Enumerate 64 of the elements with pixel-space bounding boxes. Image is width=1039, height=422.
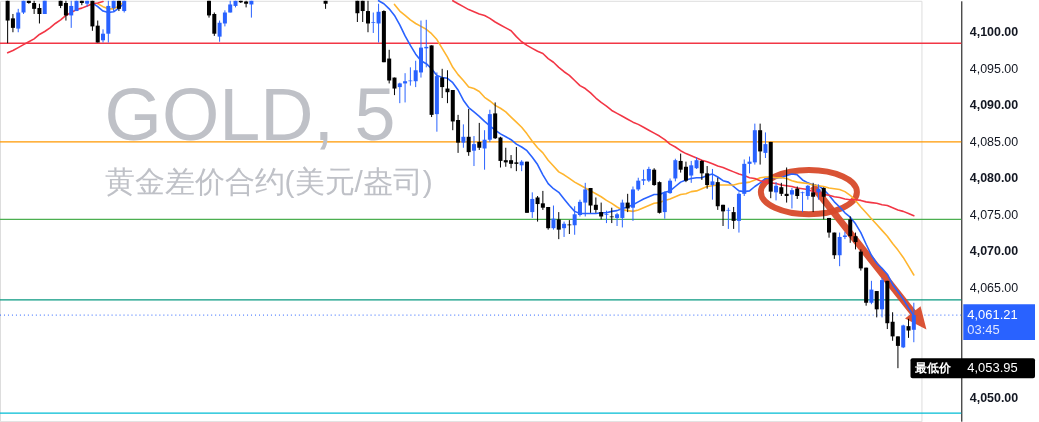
candlestick: [673, 158, 678, 182]
candlestick: [774, 181, 779, 201]
candlestick: [789, 187, 794, 209]
annotation: 最低价: [914, 361, 953, 376]
candlestick: [731, 206, 736, 230]
y-tick-label: 4,070.00: [969, 244, 1019, 259]
candlestick: [890, 311, 895, 342]
y-tick-label: 4,080.00: [969, 171, 1019, 186]
text: 黄金差价合约(美元/盎司): [104, 165, 433, 199]
candlestick: [705, 165, 710, 190]
candlestick: [858, 248, 863, 272]
candlestick: [376, 3, 381, 43]
candlestick: [869, 280, 874, 305]
candlestick: [498, 136, 503, 168]
y-tick-label: 4,095.00: [969, 61, 1019, 76]
candlestick: [477, 122, 482, 151]
candlestick: [32, 0, 37, 15]
candlestick: [408, 66, 413, 87]
text: GOLD, 5: [104, 73, 396, 157]
candlestick: [371, 12, 376, 34]
candlestick: [551, 205, 556, 231]
candlestick: [217, 20, 222, 43]
candlestick: [906, 318, 911, 339]
candlestick: [365, 0, 370, 33]
candlestick: [471, 135, 476, 167]
candlestick: [609, 207, 614, 224]
candlestick: [466, 108, 471, 157]
y-tick-label: 4,075.00: [969, 207, 1019, 222]
text: 03:45: [967, 322, 1000, 338]
candlestick: [604, 210, 609, 224]
y-tick-label: 4,100.00: [969, 25, 1019, 39]
candlestick: [16, 8, 21, 33]
text: 4,053.95: [967, 360, 1018, 376]
candlestick: [758, 123, 763, 166]
candlestick: [874, 290, 879, 318]
candlestick: [689, 160, 694, 184]
y-tick-label: 4,085.00: [969, 134, 1019, 149]
candlestick: [556, 211, 561, 240]
candlestick: [482, 129, 487, 171]
candlestick: [683, 161, 688, 183]
candlestick: [895, 335, 900, 369]
y-tick-label: 4,065.00: [969, 280, 1019, 295]
candlestick: [63, 0, 68, 22]
candlestick: [821, 186, 826, 220]
candlestick: [832, 232, 837, 260]
candlestick: [842, 231, 847, 240]
y-tick-label: 4,050.00: [969, 390, 1019, 405]
candlestick: [763, 131, 768, 159]
candlestick: [710, 168, 715, 201]
candlestick: [85, 0, 90, 8]
candlestick: [69, 0, 74, 29]
candlestick: [662, 191, 667, 220]
candlestick: [101, 28, 106, 43]
candlestick: [461, 123, 466, 149]
ref-line-label: 4,061.21: [967, 307, 1018, 323]
candlestick: [726, 207, 731, 230]
candlestick: [811, 182, 816, 213]
y-tick-label: 4,090.00: [969, 98, 1019, 113]
candlestick: [848, 215, 853, 244]
candlestick: [440, 68, 445, 99]
candlestick: [530, 191, 535, 219]
candlestick: [837, 232, 842, 267]
candlestick: [630, 186, 635, 222]
candlestick: [699, 159, 704, 181]
